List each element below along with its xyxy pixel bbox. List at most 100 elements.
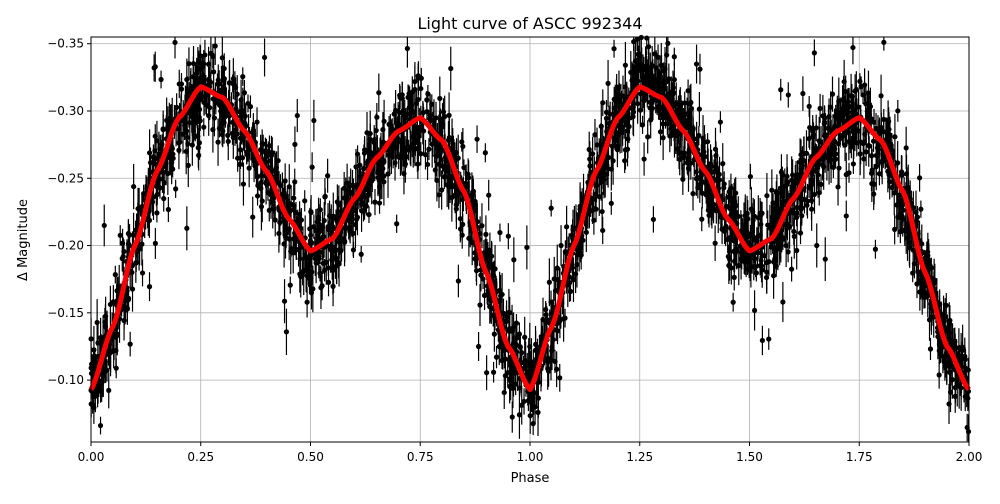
data-point — [259, 180, 264, 185]
data-point — [483, 150, 488, 155]
data-point — [166, 207, 171, 212]
data-point — [359, 252, 364, 257]
data-point — [396, 154, 401, 159]
data-point — [911, 247, 916, 252]
data-point — [690, 191, 695, 196]
data-point — [553, 288, 558, 293]
data-point — [505, 370, 510, 375]
data-point — [675, 111, 680, 116]
data-point — [814, 243, 819, 248]
data-point — [548, 300, 553, 305]
data-point — [733, 250, 738, 255]
data-point — [748, 174, 753, 179]
data-point — [809, 207, 814, 212]
data-point — [136, 246, 141, 251]
data-point — [309, 290, 314, 295]
data-point — [609, 201, 614, 206]
data-point — [947, 330, 952, 335]
data-point — [311, 118, 316, 123]
data-point — [262, 55, 267, 60]
data-point — [547, 280, 552, 285]
data-point — [900, 203, 905, 208]
data-point — [751, 218, 756, 223]
data-point — [605, 81, 610, 86]
data-point — [185, 141, 190, 146]
data-point — [833, 157, 838, 162]
data-point — [291, 195, 296, 200]
data-point — [544, 317, 549, 322]
data-point — [652, 82, 657, 87]
data-point — [433, 167, 438, 172]
data-point — [158, 77, 163, 82]
data-point — [497, 230, 502, 235]
data-point — [780, 299, 785, 304]
data-point — [502, 390, 507, 395]
data-point — [510, 414, 515, 419]
data-point — [376, 90, 381, 95]
data-point — [709, 204, 714, 209]
data-point — [511, 324, 516, 329]
data-point — [95, 320, 100, 325]
data-point — [362, 151, 367, 156]
data-point — [779, 190, 784, 195]
data-point — [242, 90, 247, 95]
data-point — [545, 366, 550, 371]
data-point — [416, 145, 421, 150]
data-point — [307, 275, 312, 280]
data-point — [426, 147, 431, 152]
data-point — [915, 214, 920, 219]
data-point — [622, 158, 627, 163]
data-point — [474, 137, 479, 142]
data-point — [399, 137, 404, 142]
data-point — [944, 359, 949, 364]
data-point — [394, 221, 399, 226]
data-point — [830, 92, 835, 97]
data-point — [899, 172, 904, 177]
data-point — [731, 300, 736, 305]
data-point — [392, 111, 397, 116]
data-point — [835, 184, 840, 189]
data-point — [738, 257, 743, 262]
data-point — [871, 139, 876, 144]
data-point — [153, 241, 158, 246]
data-point — [450, 141, 455, 146]
data-point — [705, 139, 710, 144]
data-point — [615, 95, 620, 100]
data-point — [818, 139, 823, 144]
data-point — [642, 97, 647, 102]
data-point — [439, 187, 444, 192]
data-point — [759, 211, 764, 216]
data-point — [858, 139, 863, 144]
data-point — [823, 257, 828, 262]
data-point — [326, 265, 331, 270]
data-point — [587, 163, 592, 168]
data-point — [820, 162, 825, 167]
data-point — [377, 200, 382, 205]
data-point — [366, 212, 371, 217]
data-point — [374, 128, 379, 133]
data-point — [611, 158, 616, 163]
data-point — [292, 142, 297, 147]
data-point — [892, 227, 897, 232]
data-point — [689, 106, 694, 111]
data-point — [357, 174, 362, 179]
data-point — [98, 423, 103, 428]
data-point — [917, 175, 922, 180]
data-point — [600, 100, 605, 105]
data-point — [489, 265, 494, 270]
data-point — [535, 346, 540, 351]
data-point — [292, 179, 297, 184]
data-point — [248, 104, 253, 109]
data-point — [288, 249, 293, 254]
data-point — [381, 179, 386, 184]
data-point — [141, 191, 146, 196]
data-point — [354, 217, 359, 222]
data-point — [635, 101, 640, 106]
data-point — [219, 87, 224, 92]
data-point — [557, 375, 562, 380]
data-point — [278, 183, 283, 188]
data-point — [599, 174, 604, 179]
data-point — [211, 69, 216, 74]
data-point — [494, 355, 499, 360]
